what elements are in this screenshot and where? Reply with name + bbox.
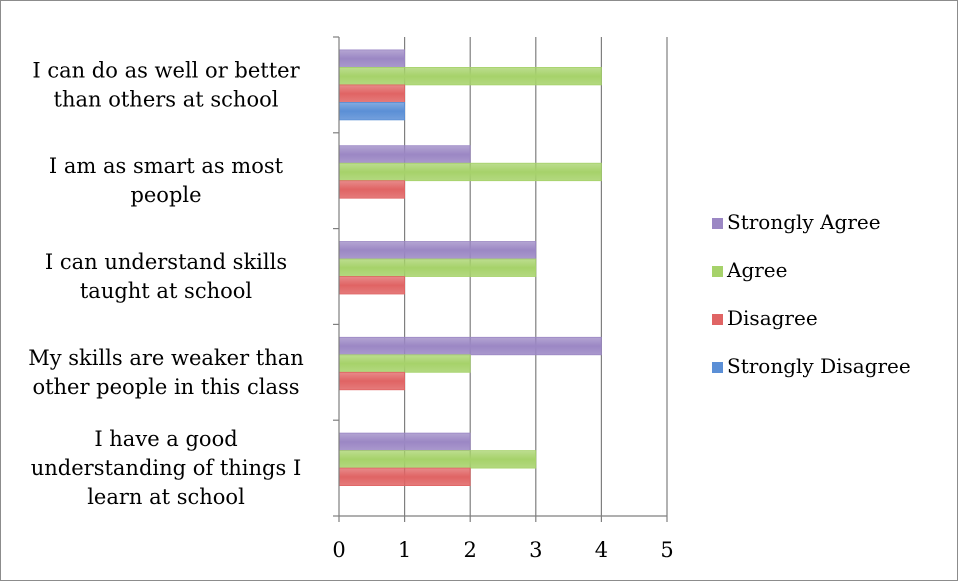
x-tick-label: 1 [398,538,411,562]
bar-agree [338,354,471,373]
bar-agree [338,162,602,182]
x-tick-label: 2 [464,538,477,562]
bar-agree [338,258,537,277]
bars [338,49,602,487]
x-tick-label: 5 [660,538,673,562]
legend-swatch-agree [712,266,723,277]
legend-label-disagree: Disagree [727,306,818,330]
bar-agree [338,67,602,86]
legend-label-strongly-disagree: Strongly Disagree [727,354,911,378]
bar-disagree [338,276,405,295]
category-label: I can do as well or better than others at… [32,58,300,111]
bar-strongly-agree [338,49,405,68]
category-label: I am as smart as most people [49,154,284,207]
category-labels: I can do as well or better than others at… [28,58,304,509]
bar-agree [338,450,537,469]
axes [333,36,668,522]
legend: Strongly Agree Agree Disagree Strongly Disa… [712,210,911,378]
bar-strongly-agree [338,241,537,260]
bar-disagree [338,371,405,391]
legend-label-strongly-agree: Strongly Agree [727,210,881,234]
bar-strongly-agree [338,145,471,164]
bar-strongly-agree [338,336,602,356]
legend-swatch-disagree [712,314,723,325]
bar-disagree [338,180,405,199]
bar-disagree [338,467,471,487]
x-tick-label: 3 [529,538,542,562]
x-tick-label: 4 [595,538,608,562]
bar-strongly-disagree [338,102,405,121]
legend-label-agree: Agree [726,258,787,282]
legend-swatch-strongly-disagree [712,362,723,373]
legend-swatch-strongly-agree [712,218,723,229]
category-label: I can understand skills taught at school [45,250,287,303]
x-tick-labels: 0 1 2 3 4 5 [332,538,673,562]
x-tick-label: 0 [332,538,345,562]
category-label: My skills are weaker than other people in… [28,346,304,399]
bar-strongly-agree [338,432,471,452]
bar-disagree [338,84,405,103]
